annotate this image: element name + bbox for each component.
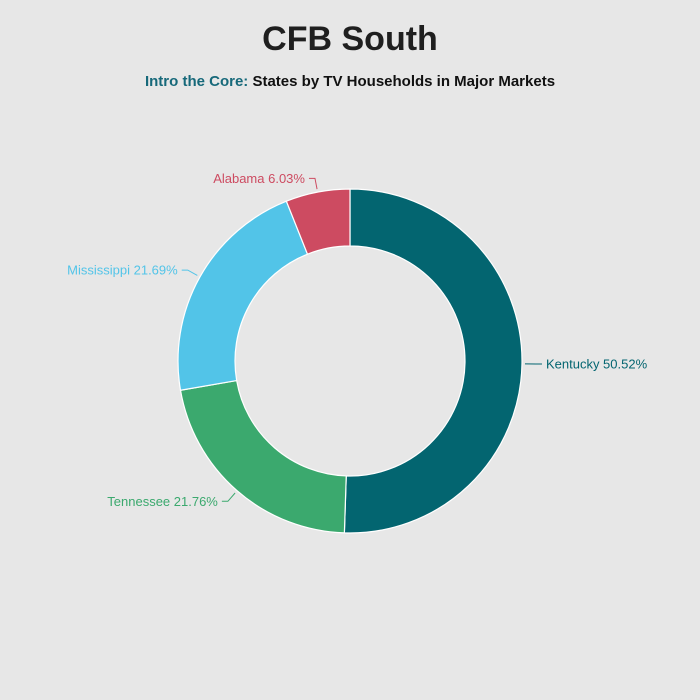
subtitle-text: States by TV Households in Major Markets [252, 73, 556, 90]
chart-title: CFB South [262, 20, 438, 58]
slice-mississippi [177, 200, 309, 391]
leader-line-mississippi [181, 269, 198, 276]
slice-kentucky [343, 188, 523, 534]
slice-tennessee [179, 379, 347, 534]
leader-line-alabama [308, 177, 318, 190]
slice-label-mississippi: Mississippi 21.69% [67, 263, 178, 278]
leader-line-tennessee [221, 492, 236, 502]
slice-label-alabama: Alabama 6.03% [213, 171, 305, 186]
slice-alabama [285, 188, 351, 255]
subtitle-prefix: Intro the Core: [144, 73, 249, 90]
slice-label-kentucky: Kentucky 50.52% [546, 357, 648, 372]
donut-slices [177, 188, 523, 534]
donut-labels: Kentucky 50.52% Tennessee 21.76% Mississip… [67, 171, 647, 509]
slice-label-tennessee: Tennessee 21.76% [107, 494, 218, 509]
chart-subtitle: Intro the Core: States by TV Households … [0, 73, 700, 90]
